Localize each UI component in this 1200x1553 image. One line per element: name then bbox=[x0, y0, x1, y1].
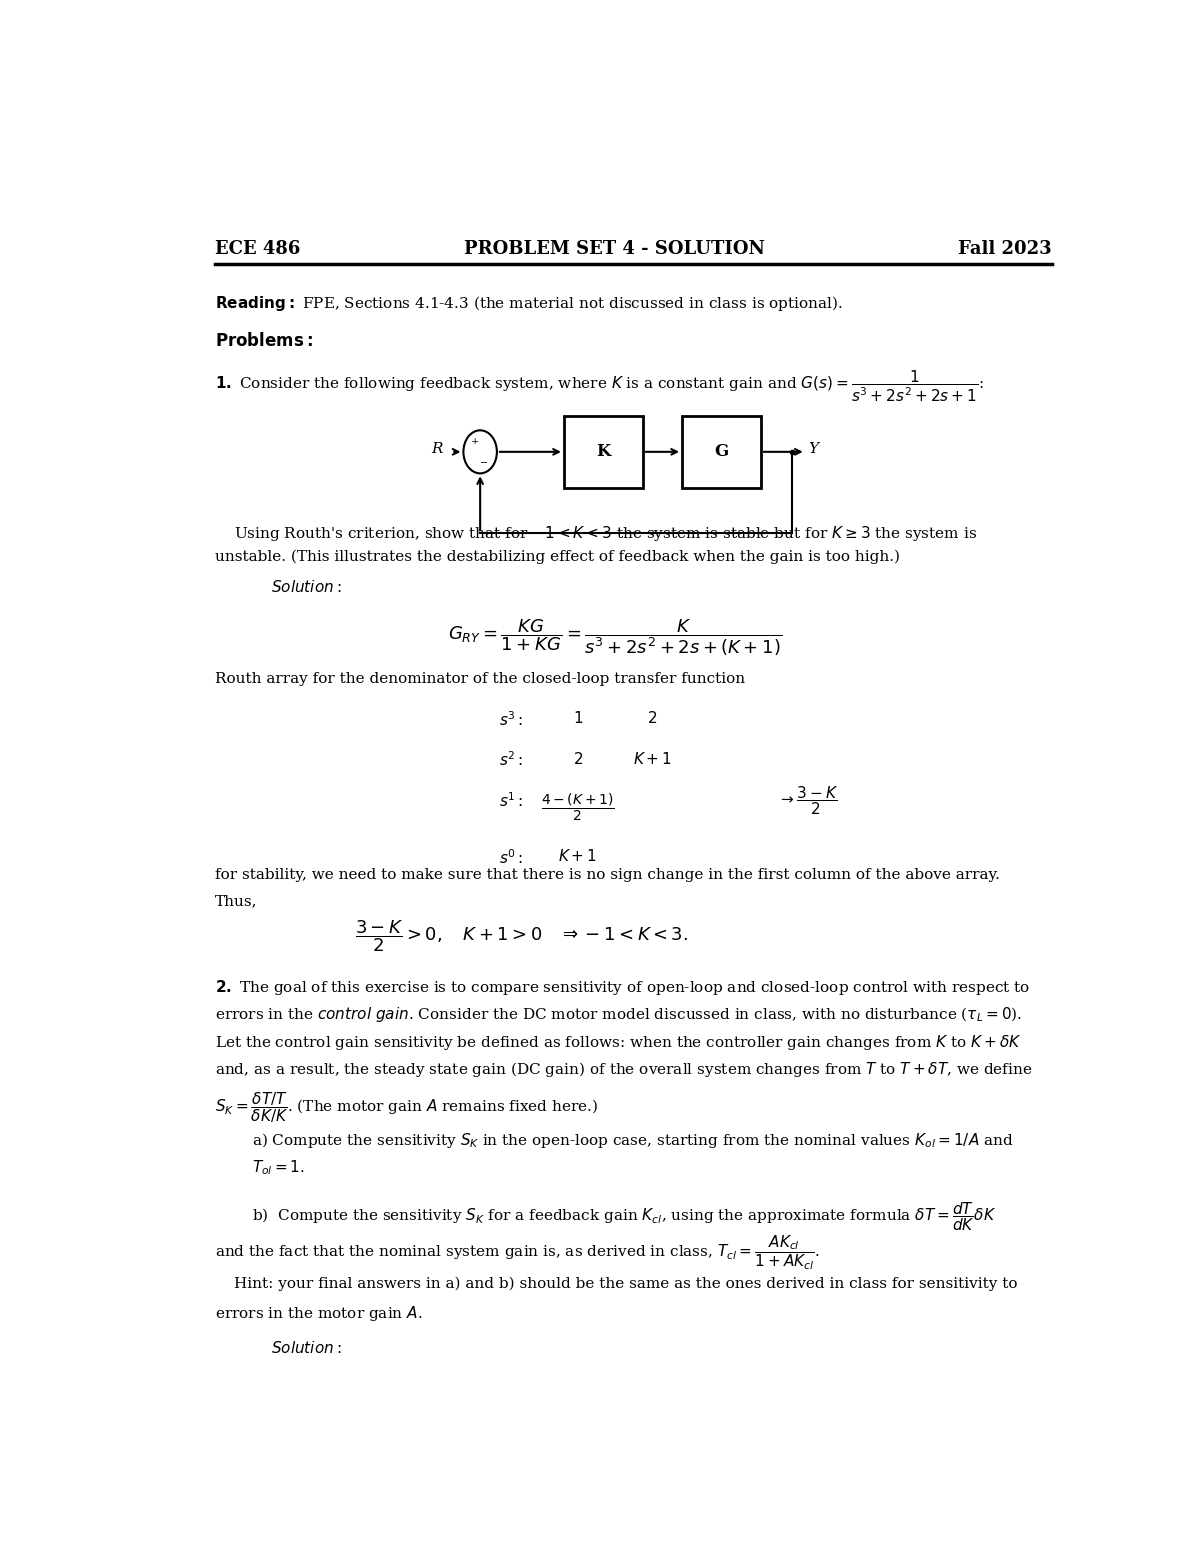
Text: $s^0:$: $s^0:$ bbox=[499, 848, 523, 867]
Text: errors in the $\mathit{control\ gain}$. Consider the DC motor model discussed in: errors in the $\mathit{control\ gain}$. … bbox=[215, 1005, 1022, 1025]
Text: Routh array for the denominator of the closed-loop transfer function: Routh array for the denominator of the c… bbox=[215, 672, 745, 686]
Text: $2$: $2$ bbox=[572, 750, 583, 767]
Text: −: − bbox=[480, 460, 488, 469]
Text: Hint: your final answers in a) and b) should be the same as the ones derived in : Hint: your final answers in a) and b) sh… bbox=[234, 1277, 1018, 1292]
Bar bbox=[682, 416, 761, 488]
Text: for stability, we need to make sure that there is no sign change in the first co: for stability, we need to make sure that… bbox=[215, 868, 1000, 882]
Text: $\dfrac{3-K}{2} > 0, \quad K+1 > 0 \quad \Rightarrow -1 < K < 3.$: $\dfrac{3-K}{2} > 0, \quad K+1 > 0 \quad… bbox=[355, 918, 689, 954]
Text: +: + bbox=[470, 436, 479, 446]
Bar bbox=[564, 416, 643, 488]
Text: $s^1:$: $s^1:$ bbox=[499, 792, 523, 811]
Text: $2$: $2$ bbox=[647, 710, 658, 727]
Text: $s^2:$: $s^2:$ bbox=[499, 750, 523, 769]
Text: Using Routh's criterion, show that for $-1 < K < 3$ the system is stable but for: Using Routh's criterion, show that for $… bbox=[234, 523, 977, 542]
Text: and the fact that the nominal system gain is, as derived in class, $T_{cl} = \df: and the fact that the nominal system gai… bbox=[215, 1235, 820, 1272]
Text: $\mathbf{1.}$ Consider the following feedback system, where $K$ is a constant ga: $\mathbf{1.}$ Consider the following fee… bbox=[215, 368, 984, 404]
Text: $G_{RY} = \dfrac{KG}{1+KG} = \dfrac{K}{s^3+2s^2+2s+(K+1)}$: $G_{RY} = \dfrac{KG}{1+KG} = \dfrac{K}{s… bbox=[448, 617, 782, 657]
Text: Y: Y bbox=[809, 443, 818, 457]
Text: Let the control gain sensitivity be defined as follows: when the controller gain: Let the control gain sensitivity be defi… bbox=[215, 1033, 1021, 1051]
Text: $\mathit{Solution:}$: $\mathit{Solution:}$ bbox=[271, 1340, 341, 1356]
Text: ECE 486: ECE 486 bbox=[215, 241, 300, 258]
Text: $1$: $1$ bbox=[572, 710, 583, 727]
Text: a) Compute the sensitivity $S_K$ in the open-loop case, starting from the nomina: a) Compute the sensitivity $S_K$ in the … bbox=[252, 1131, 1014, 1151]
Text: R: R bbox=[431, 443, 443, 457]
Text: G: G bbox=[714, 443, 728, 460]
Text: errors in the motor gain $A$.: errors in the motor gain $A$. bbox=[215, 1305, 422, 1323]
Text: $s^3:$: $s^3:$ bbox=[499, 710, 523, 728]
Text: $\dfrac{4-(K+1)}{2}$: $\dfrac{4-(K+1)}{2}$ bbox=[541, 792, 614, 823]
Text: unstable. (This illustrates the destabilizing effect of feedback when the gain i: unstable. (This illustrates the destabil… bbox=[215, 550, 900, 564]
Text: $\mathbf{Reading:}$ FPE, Sections 4.1-4.3 (the material not discussed in class i: $\mathbf{Reading:}$ FPE, Sections 4.1-4.… bbox=[215, 294, 844, 314]
Text: $\mathbf{2.}$ The goal of this exercise is to compare sensitivity of open-loop a: $\mathbf{2.}$ The goal of this exercise … bbox=[215, 978, 1031, 997]
Text: $T_{ol} = 1$.: $T_{ol} = 1$. bbox=[252, 1159, 305, 1177]
Text: $\mathit{Solution:}$: $\mathit{Solution:}$ bbox=[271, 579, 341, 595]
Text: Fall 2023: Fall 2023 bbox=[959, 241, 1052, 258]
Text: $K+1$: $K+1$ bbox=[632, 750, 672, 767]
Text: $\rightarrow \dfrac{3-K}{2}$: $\rightarrow \dfrac{3-K}{2}$ bbox=[778, 784, 838, 817]
Text: $S_K = \dfrac{\delta T/T}{\delta K/K}$. (The motor gain $A$ remains fixed here.): $S_K = \dfrac{\delta T/T}{\delta K/K}$. … bbox=[215, 1090, 599, 1126]
Text: b)  Compute the sensitivity $S_K$ for a feedback gain $K_{cl}$, using the approx: b) Compute the sensitivity $S_K$ for a f… bbox=[252, 1200, 996, 1233]
Text: Thus,: Thus, bbox=[215, 895, 258, 909]
Text: and, as a result, the steady state gain (DC gain) of the overall system changes : and, as a result, the steady state gain … bbox=[215, 1061, 1033, 1079]
Text: PROBLEM SET 4 - SOLUTION: PROBLEM SET 4 - SOLUTION bbox=[464, 241, 766, 258]
Text: K: K bbox=[596, 443, 611, 460]
Text: $\mathbf{Problems:}$: $\mathbf{Problems:}$ bbox=[215, 332, 313, 351]
Text: $K+1$: $K+1$ bbox=[558, 848, 598, 865]
